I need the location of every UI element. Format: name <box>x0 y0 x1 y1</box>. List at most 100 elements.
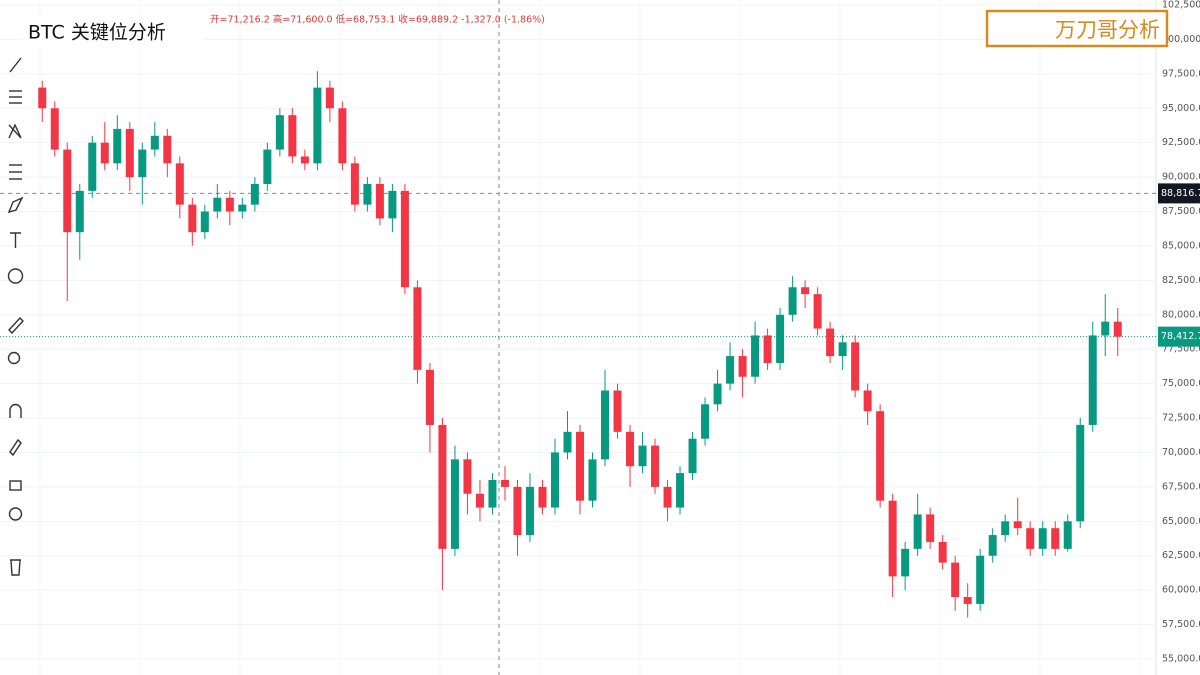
ruler-tool[interactable] <box>8 316 24 335</box>
candle-body <box>250 183 259 205</box>
y-tick-label: 75,000.0 <box>1162 378 1200 389</box>
candle-body <box>100 142 109 164</box>
candle-body <box>813 294 822 329</box>
candle-body <box>726 356 735 384</box>
candle-body <box>1013 521 1022 529</box>
candle-body <box>913 514 922 549</box>
y-tick-label: 90,000.0 <box>1162 172 1200 183</box>
candle-body <box>751 335 760 377</box>
lock-draw-tool[interactable] <box>9 438 22 457</box>
candle-body <box>500 480 509 487</box>
candle-body <box>988 535 997 556</box>
last-price-box <box>1158 326 1200 347</box>
candle-body <box>463 459 472 494</box>
candle-body <box>788 287 797 315</box>
brush-tool[interactable] <box>7 196 24 214</box>
candle-body <box>1101 321 1110 336</box>
candle-body <box>826 328 835 357</box>
candle-body <box>626 431 635 467</box>
candle-body <box>563 431 572 453</box>
candle-body <box>1051 528 1060 549</box>
candle-body <box>288 115 297 157</box>
y-tick-label: 57,500.0 <box>1162 619 1200 630</box>
candle-body <box>200 211 209 233</box>
y-tick-label: 65,000.0 <box>1162 516 1200 527</box>
pattern-tool[interactable] <box>8 123 22 139</box>
candle-body <box>601 390 610 460</box>
candle-body <box>88 142 97 191</box>
candle-body <box>225 197 234 212</box>
candle-body <box>138 149 147 178</box>
candle-body <box>851 342 860 391</box>
watermark: 万刀哥分析 <box>1055 18 1160 42</box>
candle-body <box>1026 528 1035 549</box>
candle-body <box>901 548 910 577</box>
emoji-tool[interactable] <box>7 268 24 284</box>
candle-body <box>538 486 547 508</box>
candle-body <box>713 383 722 405</box>
y-tick-label: 102,500.0 <box>1162 0 1200 11</box>
candle-body <box>188 204 197 233</box>
candle-body <box>113 128 122 164</box>
y-tick-label: 60,000.0 <box>1162 585 1200 596</box>
candle-body <box>488 480 497 508</box>
watermark-box <box>985 9 1169 48</box>
candle-body <box>50 108 59 150</box>
zoom-tool[interactable] <box>7 351 21 365</box>
candle-body <box>325 87 334 109</box>
visibility-tool[interactable] <box>8 507 23 521</box>
candle-body <box>976 555 985 604</box>
y-tick-label: 100,000.0 <box>1162 34 1200 45</box>
crosshair-label: 88,816.7 <box>1161 188 1200 199</box>
candle-body <box>75 190 84 233</box>
crosshair-label-box <box>1158 183 1200 204</box>
candle-body <box>150 135 159 150</box>
candle-body <box>275 115 284 150</box>
candle-body <box>838 342 847 357</box>
y-tick-label: 55,000.0 <box>1162 654 1200 665</box>
y-tick-label: 62,500.0 <box>1162 550 1200 561</box>
delete-tool[interactable] <box>10 559 21 576</box>
candle-body <box>776 314 785 363</box>
candle-body <box>613 390 622 432</box>
candle-body <box>425 369 434 425</box>
y-tick-label: 95,000.0 <box>1162 103 1200 114</box>
candle-body <box>125 128 134 178</box>
candles <box>38 71 1122 618</box>
candle-body <box>701 404 710 439</box>
candle-body <box>263 149 272 184</box>
candle-body <box>888 500 897 577</box>
last-price-label: 78,412.7 <box>1161 331 1200 342</box>
candle-body <box>926 514 935 542</box>
candle-body <box>400 190 409 288</box>
y-tick-label: 80,000.0 <box>1162 309 1200 320</box>
ohlc-header: 开=71,216.2 高=71,600.0 低=68,753.1 收=69,88… <box>210 14 545 26</box>
candle-body <box>163 135 172 164</box>
lock-tool[interactable] <box>9 480 22 491</box>
candle-body <box>863 390 872 412</box>
candle-body <box>963 597 972 604</box>
candle-body <box>651 445 660 487</box>
y-tick-label: 82,500.0 <box>1162 275 1200 286</box>
magnet-tool[interactable] <box>9 403 22 419</box>
trend-line-tool[interactable] <box>9 57 22 73</box>
title-box <box>22 16 204 48</box>
candle-body <box>676 473 685 508</box>
candle-body <box>801 287 810 295</box>
forecast-tool[interactable] <box>9 164 22 180</box>
candle-body <box>350 163 359 205</box>
y-tick-label: 85,000.0 <box>1162 240 1200 251</box>
y-tick-label: 67,500.0 <box>1162 481 1200 492</box>
candle-body <box>638 445 647 467</box>
text-tool[interactable] <box>10 232 21 248</box>
y-tick-label: 97,500.0 <box>1162 68 1200 79</box>
candle-body <box>575 431 585 501</box>
candle-body <box>876 411 885 501</box>
candle-body <box>413 287 422 370</box>
candle-body <box>213 197 222 212</box>
fib-tool[interactable] <box>9 90 22 104</box>
